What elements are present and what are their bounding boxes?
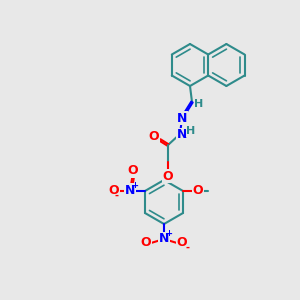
Text: N: N [177, 128, 187, 142]
Text: N: N [177, 112, 187, 124]
Text: H: H [186, 126, 196, 136]
Text: O: O [163, 169, 173, 182]
Text: O: O [128, 164, 138, 178]
Text: -: - [115, 191, 119, 201]
Text: O: O [109, 184, 119, 197]
Text: -: - [185, 243, 189, 253]
Text: O: O [141, 236, 151, 250]
Text: +: + [166, 230, 172, 238]
Text: O: O [177, 236, 187, 250]
Text: N: N [125, 184, 135, 196]
Text: N: N [159, 232, 169, 245]
Text: +: + [131, 181, 138, 190]
Text: H: H [194, 99, 204, 109]
Text: O: O [193, 184, 203, 197]
Text: O: O [149, 130, 159, 142]
